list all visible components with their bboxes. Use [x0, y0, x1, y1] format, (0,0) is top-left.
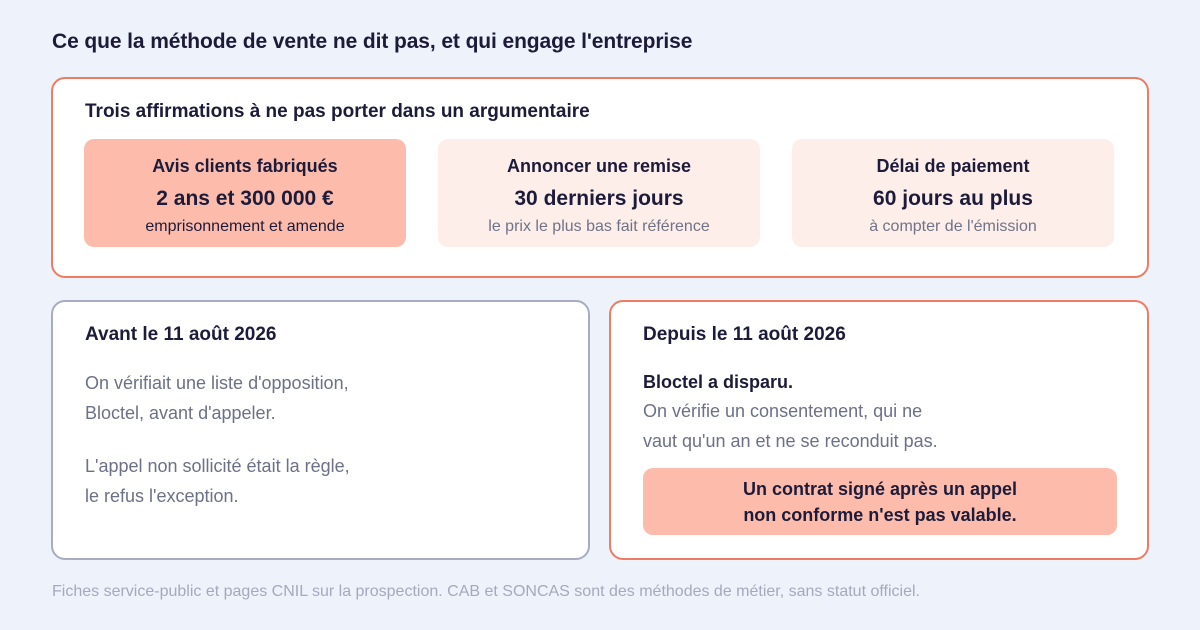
- contract-callout: Un contrat signé après un appel non conf…: [643, 468, 1117, 535]
- before-paragraph-2: L'appel non sollicité était la règle, le…: [85, 451, 350, 511]
- before-card: Avant le 11 août 2026 On vérifiait une l…: [51, 300, 590, 560]
- after-paragraph: On vérifie un consentement, qui ne vaut …: [643, 396, 938, 456]
- text-line: le refus l'exception.: [85, 486, 239, 506]
- tile-label: Annoncer une remise: [506, 156, 692, 176]
- after-heading: Depuis le 11 août 2026: [643, 324, 846, 345]
- tile-note: le prix le plus bas fait référence: [488, 218, 710, 235]
- page-title: Ce que la méthode de vente ne dit pas, e…: [52, 30, 693, 53]
- tile-payment-delay: Délai de paiement 60 jours au plus à com…: [792, 139, 1114, 247]
- source-footer: Fiches service-public et pages CNIL sur …: [52, 583, 920, 600]
- affirmations-card: Trois affirmations à ne pas porter dans …: [51, 77, 1149, 278]
- text-line: Bloctel, avant d'appeler.: [85, 403, 276, 423]
- tile-fake-reviews: Avis clients fabriqués 2 ans et 300 000 …: [84, 139, 406, 247]
- text-line: L'appel non sollicité était la règle,: [85, 456, 350, 476]
- tile-value: 2 ans et 300 000 €: [156, 187, 334, 210]
- callout-line: non conforme n'est pas valable.: [743, 505, 1017, 525]
- callout-line: Un contrat signé après un appel: [742, 479, 1018, 499]
- tile-label: Délai de paiement: [876, 156, 1030, 176]
- after-card: Depuis le 11 août 2026 Bloctel a disparu…: [609, 300, 1149, 560]
- text-line: vaut qu'un an et ne se reconduit pas.: [643, 431, 938, 451]
- after-lead: Bloctel a disparu.: [643, 372, 794, 392]
- tile-note: à compter de l'émission: [869, 218, 1037, 235]
- affirmations-heading: Trois affirmations à ne pas porter dans …: [85, 101, 590, 122]
- text-line: On vérifiait une liste d'opposition,: [85, 373, 349, 393]
- tile-discount: Annoncer une remise 30 derniers jours le…: [438, 139, 760, 247]
- before-heading: Avant le 11 août 2026: [85, 324, 277, 345]
- before-paragraph-1: On vérifiait une liste d'opposition, Blo…: [85, 368, 349, 428]
- tile-note: emprisonnement et amende: [145, 218, 345, 235]
- tile-label: Avis clients fabriqués: [152, 156, 338, 176]
- tile-value: 30 derniers jours: [514, 187, 684, 210]
- text-line: On vérifie un consentement, qui ne: [643, 401, 923, 421]
- tile-value: 60 jours au plus: [873, 187, 1033, 210]
